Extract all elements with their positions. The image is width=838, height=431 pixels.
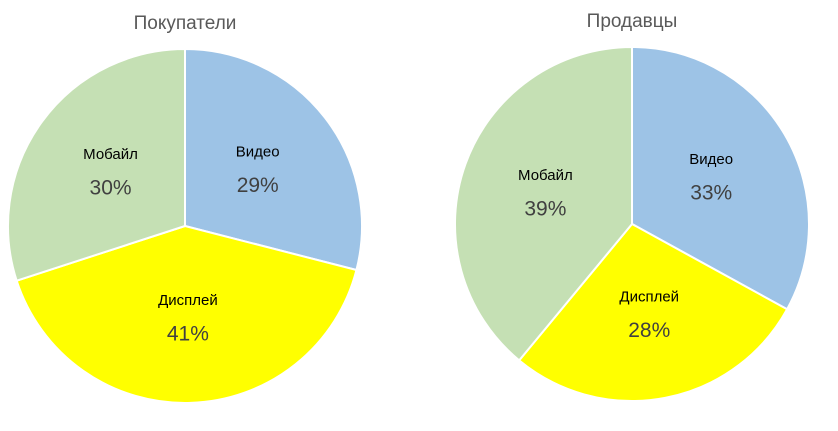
pie-slice	[517, 222, 789, 402]
slice-category-label: Дисплей	[158, 292, 218, 309]
slice-value-label: 41%	[167, 323, 209, 346]
slice-value-label: 30%	[90, 176, 132, 199]
pie-slice	[631, 45, 810, 311]
chart-title: Покупатели	[134, 13, 237, 34]
slice-category-label: Мобайл	[518, 167, 573, 184]
pie-slice	[184, 47, 363, 272]
pie-slice	[7, 47, 186, 282]
slice-category-label: Видео	[689, 151, 733, 168]
slice-value-label: 33%	[690, 182, 732, 205]
slice-category-label: Дисплей	[619, 288, 679, 305]
slice-category-label: Видео	[236, 144, 280, 161]
pie-slice	[454, 45, 633, 362]
pie-slice	[15, 224, 358, 404]
slice-category-label: Мобайл	[83, 146, 138, 163]
slice-value-label: 39%	[524, 197, 566, 220]
slice-value-label: 29%	[237, 174, 279, 197]
slice-value-label: 28%	[628, 319, 670, 342]
chart-title: Продавцы	[587, 11, 678, 32]
